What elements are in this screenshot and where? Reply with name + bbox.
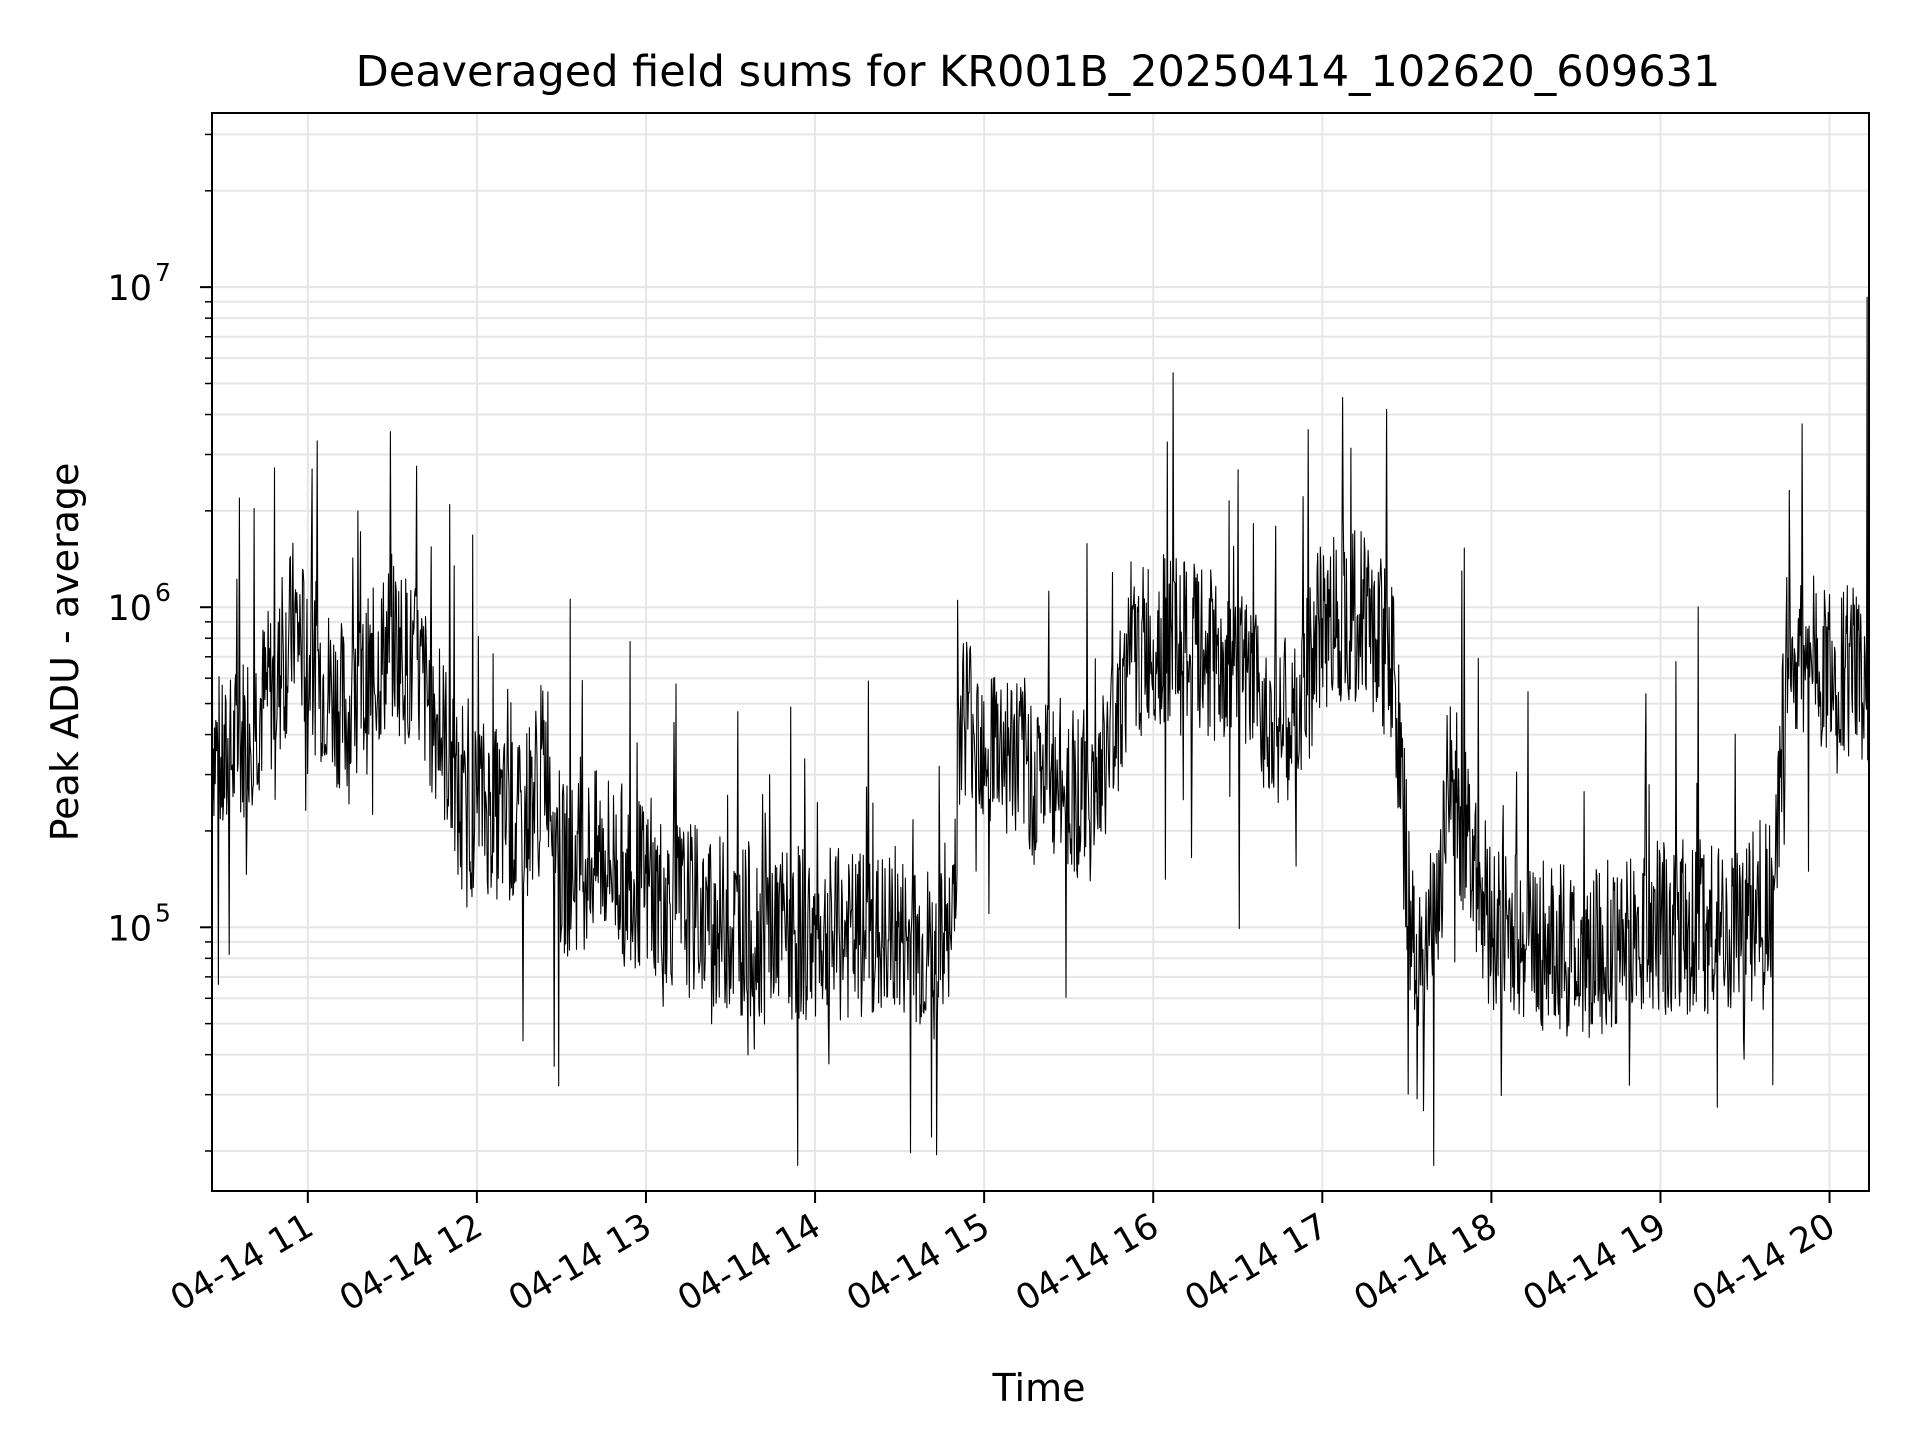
y-tick-exponent: 5 (155, 898, 171, 927)
series-group (211, 149, 1870, 1166)
y-tick-label: 10 (107, 589, 152, 629)
x-axis-label: Time (992, 1366, 1086, 1410)
y-tick-exponent: 7 (155, 258, 171, 287)
chart-title: Deaveraged field sums for KR001B_2025041… (356, 47, 1721, 97)
y-tick-label: 10 (107, 909, 152, 949)
plot-frame (211, 112, 1870, 1192)
y-tick-exponent: 6 (155, 578, 171, 607)
series-line (211, 149, 1870, 1166)
y-tick-label: 10 (107, 269, 152, 309)
y-axis-label: Peak ADU - average (43, 463, 87, 842)
